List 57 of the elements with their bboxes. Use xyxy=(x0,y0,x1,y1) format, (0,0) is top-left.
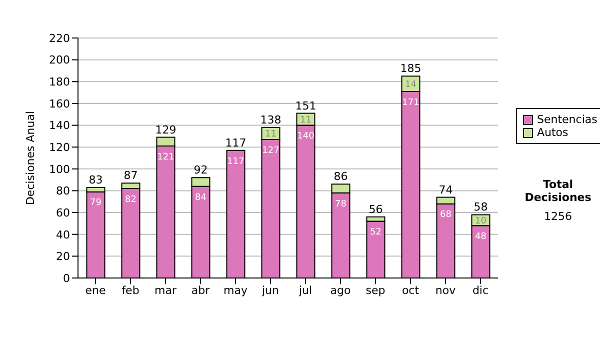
total-label: 92 xyxy=(194,164,208,177)
x-tick-label: jul xyxy=(298,284,312,297)
x-tick-label: ene xyxy=(85,284,106,297)
y-tick-label: 40 xyxy=(56,228,70,242)
x-tick-label: mar xyxy=(154,284,177,297)
y-tick-label: 200 xyxy=(49,54,70,67)
total-label: 56 xyxy=(368,202,383,216)
data-label: 121 xyxy=(157,152,174,162)
y-tick-label: 80 xyxy=(56,184,70,198)
x-tick-label: sep xyxy=(366,284,386,297)
y-tick-label: 100 xyxy=(49,162,70,176)
data-label: 68 xyxy=(440,210,452,220)
total-label: 151 xyxy=(295,99,316,112)
x-tick-label: feb xyxy=(122,284,140,297)
data-label: 79 xyxy=(90,198,102,208)
text: 1256 xyxy=(543,210,573,223)
x-tick-label: abr xyxy=(191,284,210,297)
y-tick-label: 120 xyxy=(49,140,70,154)
data-label: 10 xyxy=(475,216,487,226)
x-tick-label: dic xyxy=(472,284,489,297)
total-label: 74 xyxy=(438,183,453,196)
x-tick-label: oct xyxy=(402,284,420,297)
legend-label: Sentencias xyxy=(537,113,598,126)
total-label: 138 xyxy=(260,113,282,126)
y-tick-label: 140 xyxy=(49,119,70,132)
total-label: 58 xyxy=(474,200,488,214)
y-tick-label: 220 xyxy=(49,32,70,45)
data-label: 11 xyxy=(265,130,276,140)
total-label: 117 xyxy=(225,136,246,150)
x-tick-label: ago xyxy=(330,284,351,297)
data-label: 11 xyxy=(300,115,312,126)
text: Total Decisiones xyxy=(524,178,592,204)
y-tick-label: 20 xyxy=(56,250,70,264)
data-label: 117 xyxy=(227,156,244,167)
y-tick-label: 60 xyxy=(56,206,70,220)
data-label: 127 xyxy=(262,146,280,156)
data-label: 14 xyxy=(405,80,417,90)
data-label: 171 xyxy=(402,98,420,108)
data-label: 48 xyxy=(475,232,487,242)
data-label: 78 xyxy=(335,199,347,210)
data-label: 52 xyxy=(370,228,382,238)
total-label: 87 xyxy=(124,169,138,182)
legend-label: Autos xyxy=(537,126,568,139)
total-label: 86 xyxy=(334,170,348,184)
total-label: 129 xyxy=(155,123,176,136)
y-tick-label: 160 xyxy=(49,97,70,110)
data-label: 84 xyxy=(195,192,207,203)
data-label: 140 xyxy=(297,132,315,142)
x-tick-label: jun xyxy=(261,284,280,297)
x-tick-label: nov xyxy=(435,284,456,297)
total-label: 185 xyxy=(400,62,422,76)
data-label: 82 xyxy=(125,194,136,205)
y-tick-label: 180 xyxy=(49,76,70,89)
total-label: 83 xyxy=(88,173,103,186)
y-axis-title: Decisiones Anual xyxy=(24,110,37,206)
y-tick-label: 0 xyxy=(63,272,70,285)
x-tick-label: may xyxy=(224,284,248,297)
